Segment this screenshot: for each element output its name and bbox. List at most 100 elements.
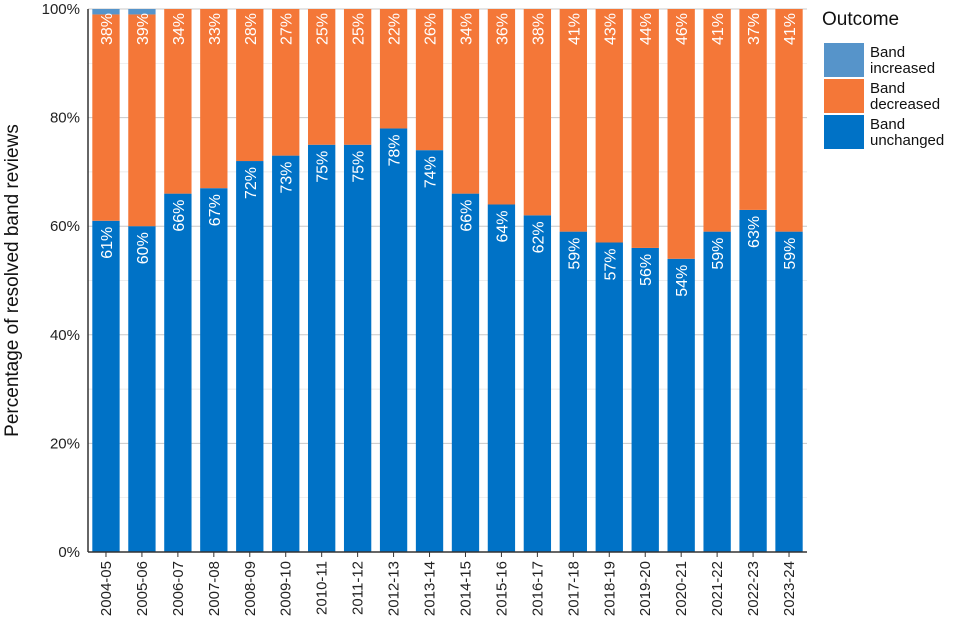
bar-band-decreased <box>343 9 372 145</box>
data-label-unchanged: 60% <box>135 232 152 264</box>
x-tick-label: 2018-19 <box>601 561 618 616</box>
data-label-unchanged: 66% <box>171 200 188 232</box>
legend-label: Band <box>870 80 905 97</box>
data-label-decreased: 25% <box>315 13 332 45</box>
data-label-unchanged: 75% <box>315 151 332 183</box>
x-tick-label: 2007-08 <box>206 561 223 616</box>
data-label-decreased: 41% <box>710 13 727 45</box>
x-tick-label: 2008-09 <box>242 561 259 616</box>
bar-band-decreased <box>236 9 264 162</box>
bar-band-decreased <box>128 14 156 227</box>
x-tick-label: 2016-17 <box>529 561 546 616</box>
data-label-unchanged: 63% <box>746 216 763 248</box>
x-tick-label: 2015-16 <box>493 561 510 616</box>
y-tick-label: 40% <box>50 327 80 344</box>
data-label-decreased: 44% <box>638 13 655 45</box>
y-tick-label: 100% <box>42 1 80 18</box>
data-label-unchanged: 75% <box>351 151 368 183</box>
bar-band-unchanged <box>379 128 408 552</box>
bar-band-increased <box>92 9 120 15</box>
bar-band-unchanged <box>200 188 228 552</box>
data-label-unchanged: 66% <box>458 200 475 232</box>
legend-swatch <box>824 43 864 77</box>
legend-label: Band <box>870 116 905 133</box>
bar-band-decreased <box>523 9 552 216</box>
bar-band-unchanged <box>595 242 623 553</box>
data-label-decreased: 28% <box>243 13 260 45</box>
x-tick-label: 2014-15 <box>457 561 474 616</box>
bar-band-decreased <box>559 9 587 232</box>
data-label-decreased: 38% <box>530 13 547 45</box>
bar-band-decreased <box>164 9 192 194</box>
bar-band-decreased <box>92 14 120 221</box>
bar-band-unchanged <box>343 144 372 552</box>
legend-label: unchanged <box>870 132 944 149</box>
data-label-decreased: 46% <box>674 13 691 45</box>
legend-label: increased <box>870 60 935 77</box>
y-tick-label: 80% <box>50 110 80 127</box>
bar-band-unchanged <box>487 204 516 553</box>
bar-band-unchanged <box>523 215 552 552</box>
y-tick-label: 60% <box>50 218 80 235</box>
bar-band-unchanged <box>308 144 336 552</box>
legend-swatch <box>824 115 864 149</box>
y-axis-label: Percentage of resolved band reviews <box>2 124 23 437</box>
x-tick-label: 2004-05 <box>98 561 115 616</box>
x-tick-label: 2021-22 <box>709 561 726 616</box>
data-label-decreased: 25% <box>351 13 368 45</box>
data-label-unchanged: 56% <box>638 254 655 286</box>
data-label-decreased: 37% <box>746 13 763 45</box>
x-tick-label: 2023-24 <box>781 561 798 616</box>
data-label-unchanged: 74% <box>423 156 440 188</box>
data-label-unchanged: 64% <box>494 210 511 242</box>
bar-band-decreased <box>703 9 731 232</box>
x-tick-label: 2022-23 <box>745 561 762 616</box>
data-label-unchanged: 57% <box>602 248 619 280</box>
x-tick-label: 2010-11 <box>314 561 331 615</box>
data-label-decreased: 36% <box>494 13 511 45</box>
legend-label: decreased <box>870 96 940 113</box>
data-label-unchanged: 59% <box>566 238 583 270</box>
bar-band-unchanged <box>667 258 695 552</box>
data-label-unchanged: 72% <box>243 167 260 199</box>
data-label-decreased: 41% <box>566 13 583 45</box>
bar-band-decreased <box>667 9 695 259</box>
y-tick-label: 20% <box>50 435 80 452</box>
bar-band-decreased <box>595 9 623 243</box>
bar-band-unchanged <box>631 247 659 553</box>
data-label-unchanged: 67% <box>207 194 224 226</box>
bar-band-decreased <box>775 9 803 232</box>
data-label-decreased: 27% <box>279 13 296 45</box>
data-label-decreased: 34% <box>171 13 188 45</box>
bar-band-unchanged <box>272 155 300 553</box>
bar-band-decreased <box>200 9 228 189</box>
legend-label: Band <box>870 44 905 61</box>
data-label-decreased: 38% <box>99 13 116 45</box>
data-label-decreased: 39% <box>135 13 152 45</box>
bar-band-decreased <box>379 9 408 129</box>
bar-band-decreased <box>308 9 336 145</box>
bar-band-unchanged <box>703 231 731 552</box>
y-tick-label: 0% <box>58 544 80 561</box>
data-label-decreased: 43% <box>602 13 619 45</box>
x-tick-label: 2019-20 <box>637 561 654 616</box>
bar-band-decreased <box>272 9 300 156</box>
data-label-decreased: 41% <box>782 13 799 45</box>
data-label-decreased: 26% <box>423 13 440 45</box>
data-label-unchanged: 62% <box>530 221 547 253</box>
data-label-decreased: 33% <box>207 13 224 45</box>
bar-band-decreased <box>631 9 659 248</box>
bar-band-decreased <box>487 9 516 205</box>
data-label-unchanged: 59% <box>782 238 799 270</box>
x-tick-label: 2017-18 <box>565 561 582 616</box>
x-tick-label: 2012-13 <box>386 561 403 616</box>
x-tick-label: 2006-07 <box>170 561 187 616</box>
bar-band-unchanged <box>739 209 767 552</box>
bar-band-unchanged <box>451 193 480 552</box>
legend-swatch <box>824 79 864 113</box>
bar-band-unchanged <box>415 150 444 552</box>
bar-band-unchanged <box>775 231 803 552</box>
x-tick-label: 2009-10 <box>278 561 295 616</box>
x-tick-label: 2020-21 <box>673 561 690 616</box>
